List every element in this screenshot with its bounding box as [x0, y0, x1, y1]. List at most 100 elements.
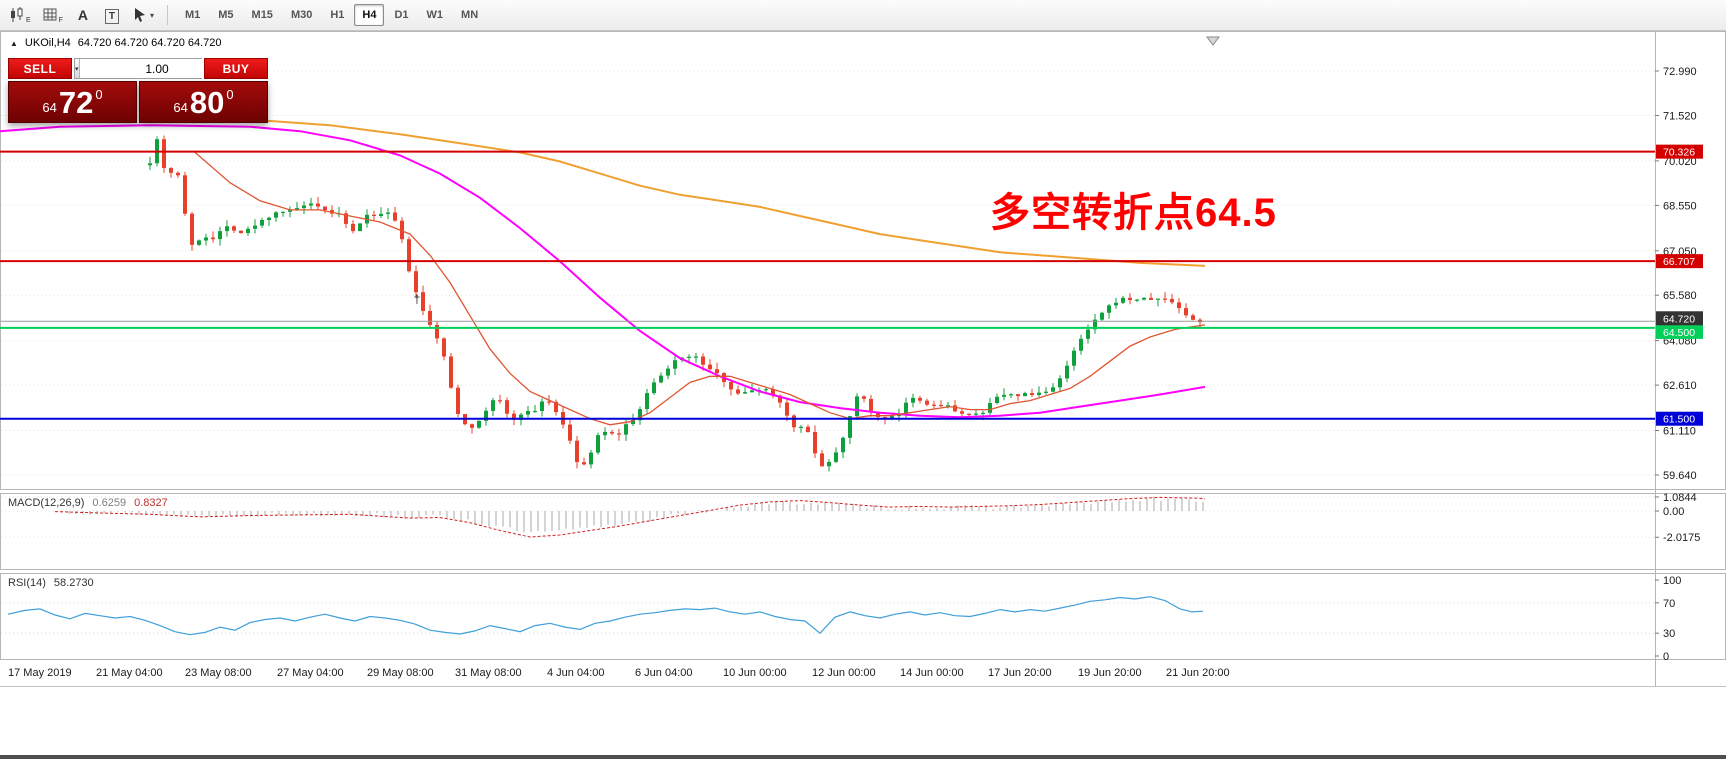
macd-indicator-label: MACD(12,26,9) 0.6259 0.8327 [8, 497, 168, 509]
cursor-tool-button[interactable]: ▾ [128, 3, 158, 27]
time-axis-label: 4 Jun 04:00 [547, 667, 605, 679]
rsi-line [7, 596, 1204, 636]
macd-panel [0, 493, 1726, 570]
boxed-t-icon: T [104, 9, 119, 24]
ma-slow-line [264, 119, 1206, 267]
current-price-label: 64.720 [1663, 313, 1695, 325]
grid-button[interactable]: F [38, 3, 67, 27]
letter-a-icon: A [77, 7, 89, 23]
rsi-name: RSI(14) [8, 577, 46, 589]
timeframe-m5-button[interactable]: M5 [218, 9, 234, 21]
sell-price-display[interactable]: 64 72 0 [8, 81, 137, 123]
macd-axis-tick: 1.0844 [1663, 492, 1697, 504]
rsi-panel [0, 573, 1726, 660]
time-axis-label: 19 Jun 20:00 [1078, 667, 1142, 679]
price-axis-tick: 68.550 [1663, 200, 1697, 212]
dropdown-arrow-icon: ▾ [149, 10, 154, 20]
price-level-label: 64.500 [1663, 327, 1695, 339]
cursor-icon [134, 8, 145, 22]
price-axis-tick: 70.020 [1663, 156, 1697, 168]
macd-axis-tick: -2.0175 [1663, 532, 1700, 544]
time-axis-label: 23 May 08:00 [185, 667, 252, 679]
text-box-tool-button[interactable]: T [99, 3, 125, 27]
time-axis-label: 6 Jun 04:00 [635, 667, 693, 679]
grid-icon [43, 8, 57, 21]
buy-price-prefix: 64 [173, 100, 188, 115]
time-axis-label: 31 May 08:00 [455, 667, 522, 679]
timeframe-h4-button[interactable]: H4 [354, 4, 385, 26]
volume-dropdown-icon[interactable]: ▾ [75, 59, 80, 78]
macd-signal-line [54, 496, 1206, 538]
candles [148, 135, 1202, 472]
toolbar-separator [166, 5, 168, 25]
time-axis-label: 17 May 2019 [8, 667, 72, 679]
chart-style-button[interactable]: E [5, 3, 35, 27]
timeframe-m15-button[interactable]: M15 [251, 9, 273, 21]
buy-price-pipette: 0 [226, 87, 234, 102]
time-axis-label: 10 Jun 00:00 [723, 667, 787, 679]
timeframe-h1-button[interactable]: H1 [330, 9, 345, 21]
time-axis-label: 21 May 04:00 [96, 667, 163, 679]
icon-tag-e: E [26, 17, 31, 24]
volume-box: ▾ ▴ [74, 58, 240, 79]
rsi-value: 58.2730 [53, 577, 94, 589]
price-axis-tick: 61.110 [1663, 426, 1696, 438]
sell-price-prefix: 64 [42, 100, 57, 115]
macd-histogram [54, 497, 1204, 533]
price-level-label: 66.707 [1663, 256, 1695, 268]
time-axis-label: 21 Jun 20:00 [1166, 667, 1230, 679]
time-axis-label: 12 Jun 00:00 [812, 667, 876, 679]
candlestick-chart-icon [11, 7, 23, 22]
rsi-axis-tick: 100 [1663, 575, 1681, 587]
price-axis-tick: 65.580 [1663, 290, 1697, 302]
timeframe-d1-button[interactable]: D1 [394, 9, 409, 21]
price-level-label: 61.500 [1663, 414, 1695, 426]
price-level-label: 70.326 [1663, 147, 1695, 159]
macd-name: MACD(12,26,9) [8, 497, 85, 509]
symbol-marker-icon: ▲ [10, 38, 18, 48]
rsi-indicator-label: RSI(14) 58.2730 [8, 577, 94, 589]
buy-price-display[interactable]: 64 80 0 [139, 81, 268, 123]
macd-main-value: 0.6259 [92, 497, 127, 509]
rsi-axis-tick: 70 [1663, 598, 1675, 610]
volume-input[interactable] [79, 59, 235, 78]
timeframe-group: M1 M5 M15 M30 H1 H4 D1 W1 MN [177, 4, 486, 26]
symbol-header: ▲ UKOil,H4 64.720 64.720 64.720 64.720 [10, 37, 222, 49]
time-axis-label: 29 May 08:00 [367, 667, 434, 679]
time-axis-label: 14 Jun 00:00 [900, 667, 964, 679]
price-axis-tick: 67.050 [1663, 246, 1697, 258]
one-click-trade-panel: SELL ▾ ▴ BUY 64 72 0 64 80 0 [8, 58, 268, 123]
sell-price-pipette: 0 [95, 87, 103, 102]
price-axis-tick: 72.990 [1663, 66, 1697, 78]
price-axis-tick: 59.640 [1663, 470, 1697, 482]
time-axis-label: 27 May 04:00 [277, 667, 344, 679]
chart-mark: † [414, 292, 421, 306]
rsi-axis-tick: 0 [1663, 651, 1669, 663]
sell-price-big: 72 [58, 84, 94, 120]
buy-button[interactable]: BUY [204, 58, 268, 79]
timeframe-mn-button[interactable]: MN [461, 9, 479, 21]
chart-text-annotation: 多空转折点64.5 [990, 191, 1277, 235]
buy-price-big: 80 [189, 84, 225, 120]
bottom-edge-bar [0, 755, 1726, 759]
ma-mid-line [0, 124, 1206, 419]
timeframe-w1-button[interactable]: W1 [426, 9, 444, 21]
rsi-axis-tick: 30 [1663, 628, 1675, 640]
time-axis-label: 17 Jun 20:00 [988, 667, 1052, 679]
symbol-name: UKOil,H4 [24, 37, 71, 49]
text-label-tool-button[interactable]: A [70, 3, 96, 27]
timeframe-m1-button[interactable]: M1 [184, 9, 201, 21]
icon-tag-f: F [58, 17, 63, 24]
chart-shift-marker-icon [1206, 36, 1220, 46]
macd-axis-tick: 0.00 [1663, 506, 1684, 518]
price-axis-tick: 71.520 [1663, 111, 1697, 123]
macd-signal-value: 0.8327 [134, 497, 168, 509]
price-axis-tick: 62.610 [1663, 380, 1697, 392]
timeframe-m30-button[interactable]: M30 [290, 9, 313, 21]
ma-fast-line [194, 151, 1206, 426]
main-toolbar: E F A T ▾ M1 M5 M15 M30 H1 H4 D1 W1 MN [0, 0, 1726, 31]
sell-button[interactable]: SELL [8, 58, 72, 79]
symbol-ohlc: 64.720 64.720 64.720 64.720 [77, 37, 222, 49]
